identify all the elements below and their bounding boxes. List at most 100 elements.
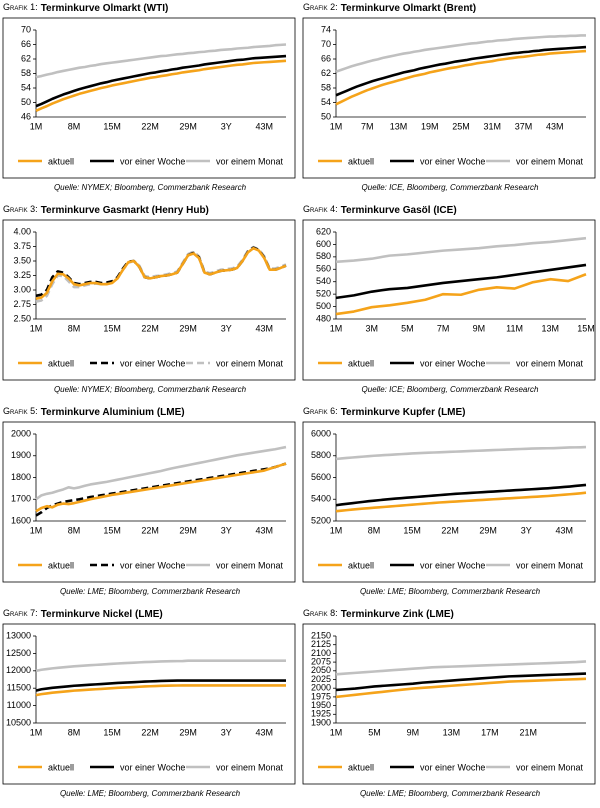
series-line [335,445,587,461]
chart-label: Grafik 7: [3,608,38,618]
x-tick-label: 29M [479,525,497,535]
series-line [335,672,587,692]
y-tick-label: 70 [21,24,31,34]
y-tick-label: 2000 [11,428,31,438]
x-tick-label: 15M [103,525,121,535]
x-tick-label: 7M [437,323,450,333]
y-tick-label: 66 [21,39,31,49]
x-tick-label: 7M [361,121,374,131]
source-note: Quelle: NYMEX; Bloomberg, Commerzbank Re… [54,385,247,394]
x-tick-label: 3Y [221,323,232,333]
y-tick-label: 62 [321,68,331,78]
source-note: Quelle: ICE; Bloomberg, Commerzbank Rese… [362,385,540,394]
legend-label: vor einer Woche [420,156,485,166]
x-tick-label: 8M [68,121,81,131]
chart-title: Terminkurve Gasöl (ICE) [341,205,457,216]
x-tick-label: 15M [103,727,121,737]
chart-heading: Grafik 8: Terminkurve Zink (LME) [303,608,454,619]
legend-label: vor einem Monat [516,358,584,368]
y-tick-label: 2075 [311,656,331,666]
legend-label: vor einem Monat [216,762,284,772]
x-tick-label: 1M [330,121,343,131]
y-tick-label: 1700 [11,494,31,504]
y-tick-label: 4.00 [13,226,31,236]
y-tick-label: 3.00 [13,284,31,294]
legend-label: aktuell [48,762,74,772]
y-tick-label: 5600 [311,472,331,482]
chart-heading: Grafik 2: Terminkurve Olmarkt (Brent) [303,2,476,13]
x-tick-label: 15M [403,525,421,535]
x-tick-label: 1M [330,525,343,535]
legend-label: vor einer Woche [120,560,185,570]
chart-frame [2,17,296,179]
y-tick-label: 1925 [311,709,331,719]
source-note: Quelle: LME; Bloomberg, Commerzbank Rese… [360,789,541,798]
series-line [335,263,587,300]
chart-heading: Grafik 4: Terminkurve Gasöl (ICE) [303,204,457,215]
y-tick-label: 600 [316,239,331,249]
source-note: Quelle: ICE, Bloomberg, Commerzbank Rese… [362,183,540,192]
x-tick-label: 1M [30,121,43,131]
y-tick-label: 520 [316,289,331,299]
x-tick-label: 43M [256,323,274,333]
chart-frame [302,623,596,785]
x-tick-label: 22M [141,323,159,333]
x-tick-label: 3Y [221,525,232,535]
x-tick-label: 3M [365,323,378,333]
legend-label: aktuell [348,762,374,772]
y-tick-label: 12500 [6,648,31,658]
series-line [335,49,587,106]
x-tick-label: 13M [542,323,560,333]
chart-label: Grafik 2: [303,2,338,12]
x-tick-label: 3Y [221,121,232,131]
y-tick-label: 2025 [311,674,331,684]
y-tick-label: 11000 [7,700,31,710]
y-tick-label: 480 [316,313,331,323]
x-tick-label: 43M [546,121,564,131]
x-tick-label: 3Y [221,727,232,737]
chart-panel: Grafik 2: Terminkurve Olmarkt (Brent) 50 54… [302,2,596,192]
x-tick-label: 1M [330,323,343,333]
y-tick-label: 2050 [311,665,331,675]
legend-label: vor einer Woche [120,358,185,368]
legend-label: vor einem Monat [216,560,284,570]
legend-label: vor einer Woche [120,156,185,166]
y-tick-label: 12000 [6,665,31,675]
source-note: Quelle: LME; Bloomberg, Commerzbank Rese… [60,789,241,798]
y-tick-label: 1900 [11,450,31,460]
legend-label: vor einer Woche [420,358,485,368]
chart-panel: Grafik 7: Terminkurve Nickel (LME) 10500 11… [2,608,296,798]
x-tick-label: 22M [141,727,159,737]
chart-label: Grafik 8: [303,608,338,618]
y-tick-label: 3.25 [13,270,31,280]
x-tick-label: 15M [103,121,121,131]
x-tick-label: 8M [68,323,81,333]
series-line [35,246,287,298]
series-line [335,483,587,507]
chart-heading: Grafik 5: Terminkurve Aluminium (LME) [3,406,185,417]
y-tick-label: 560 [316,264,331,274]
series-line [335,236,587,264]
y-tick-label: 10500 [6,717,31,727]
y-tick-label: 58 [21,68,31,78]
y-tick-label: 3.50 [13,255,31,265]
series-line [335,677,587,699]
legend-label: aktuell [48,156,74,166]
series-line [35,684,286,697]
x-tick-label: 19M [421,121,439,131]
y-tick-label: 2.75 [13,299,31,309]
chart-panel: Grafik 4: Terminkurve Gasöl (ICE) 480 500 52… [302,204,596,394]
y-tick-label: 2.50 [13,313,31,323]
y-tick-label: 54 [321,97,331,107]
x-tick-label: 29M [179,525,197,535]
series-line [335,491,587,513]
source-note: Quelle: LME; Bloomberg, Commerzbank Rese… [360,587,541,596]
series-line [35,462,287,513]
x-tick-label: 1M [330,727,343,737]
chart-panel: Grafik 1: Terminkurve Olmarkt (WTI) 46 50 54… [2,2,296,192]
source-note: Quelle: LME; Bloomberg, Commerzbank Rese… [60,587,241,596]
chart-label: Grafik 4: [303,204,338,214]
y-tick-label: 620 [316,226,331,236]
y-tick-label: 50 [21,97,31,107]
chart-label: Grafik 6: [303,406,338,416]
